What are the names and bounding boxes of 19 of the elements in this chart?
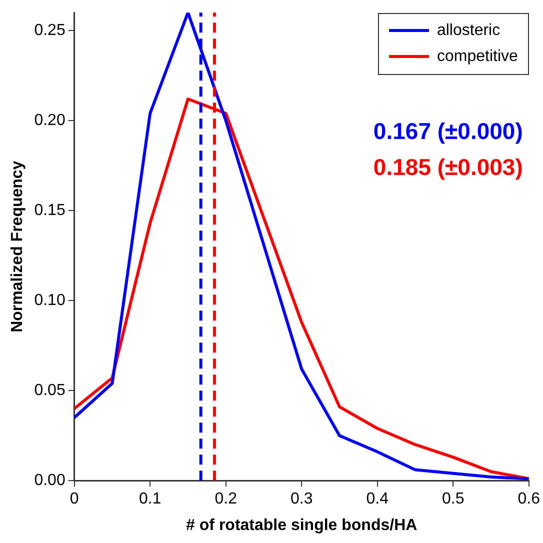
y-tick-label: 0.10 — [34, 292, 66, 310]
y-tick-label: 0.20 — [34, 112, 66, 130]
x-tick-label: 0.3 — [290, 490, 313, 508]
x-tick-label: 0.5 — [442, 490, 464, 508]
x-axis-title: # of rotatable single bonds/HA — [186, 516, 418, 534]
x-tick-label: 0.1 — [138, 490, 162, 508]
x-tick-label: 0.6 — [518, 490, 540, 508]
legend-label: allosteric — [436, 22, 500, 40]
x-tick-label: 0.2 — [214, 490, 238, 508]
x-tick-label: 0 — [70, 490, 79, 508]
y-tick-label: 0.15 — [34, 202, 66, 220]
y-tick-label: 0.05 — [34, 382, 66, 400]
x-tick-label: 0.4 — [366, 490, 389, 508]
ref-line-label: 0.185 (±0.003) — [373, 154, 523, 180]
legend-label: competitive — [436, 48, 518, 66]
y-tick-label: 0.25 — [34, 22, 66, 40]
ref-line-label: 0.167 (±0.000) — [373, 118, 523, 144]
y-axis-title: Normalized Frequency — [9, 160, 26, 332]
y-tick-label: 0.00 — [34, 472, 66, 490]
